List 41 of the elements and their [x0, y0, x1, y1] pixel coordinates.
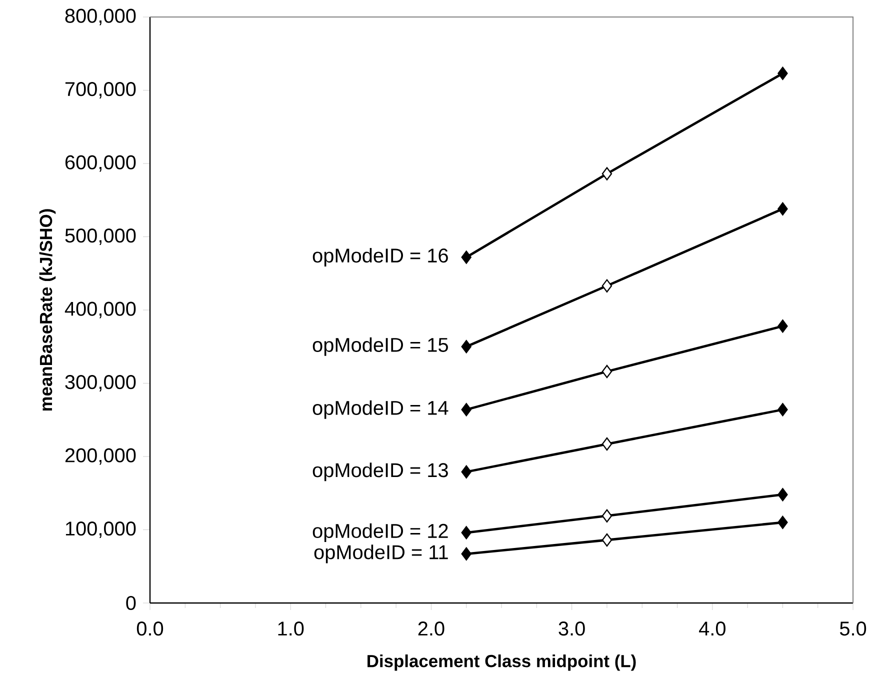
point	[461, 340, 472, 354]
y-tick-label: 800,000	[65, 8, 136, 26]
x-tick-label: 4.0	[699, 622, 726, 636]
point	[461, 547, 472, 561]
series-label: opModeID = 12	[312, 523, 448, 542]
point	[461, 250, 472, 264]
x-axis-title: Displacement Class midpoint (L)	[368, 654, 636, 671]
x-tick-label: 0.0	[136, 622, 164, 636]
y-tick-label: 200,000	[65, 448, 136, 465]
y-tick-label: 100,000	[66, 522, 136, 538]
point	[778, 403, 788, 416]
point	[602, 279, 612, 292]
x-tick-label: 2.0	[418, 622, 444, 636]
point	[602, 509, 612, 522]
series-label: opModeID = 16	[312, 248, 448, 267]
point	[602, 364, 612, 378]
y-tick-label: 300,000	[65, 375, 136, 392]
point	[461, 465, 472, 478]
point	[602, 167, 612, 180]
point	[461, 403, 472, 416]
point	[778, 202, 788, 216]
y-tick-label: 400,000	[64, 302, 136, 318]
y-axis-title: meanBaseRate (kJ/SHO)	[39, 209, 56, 411]
x-tick-label: 5.0	[840, 622, 866, 636]
point	[778, 488, 788, 502]
point	[778, 320, 788, 333]
series-label: opModeID = 11	[314, 544, 448, 564]
point	[602, 437, 612, 451]
series-label: opModeID = 14	[312, 400, 448, 419]
x-tick-label: 1.0	[278, 622, 304, 636]
y-tick-label: 0	[126, 596, 136, 610]
y-tick-label: 600,000	[65, 155, 136, 172]
point	[778, 516, 788, 530]
point	[461, 526, 472, 540]
series-label: opModeID = 13	[312, 462, 448, 482]
series-label: opModeID = 15	[312, 337, 448, 356]
point	[778, 66, 788, 80]
y-tick-label: 700,000	[65, 82, 136, 98]
y-tick-label: 500,000	[65, 228, 136, 245]
point	[602, 533, 612, 547]
x-tick-label: 3.0	[558, 622, 585, 636]
